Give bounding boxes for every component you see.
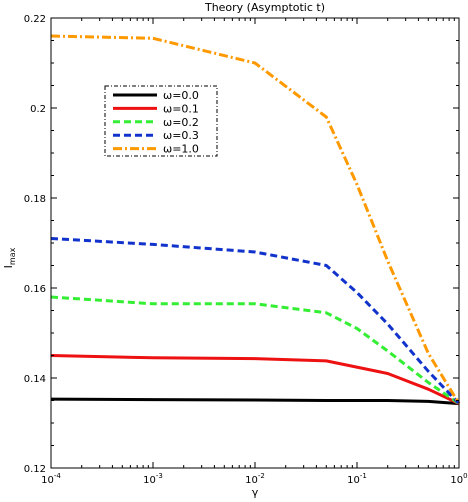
series-line-4 — [50, 34, 461, 405]
axes: 10-4 10-3 10-2 10-1 100 0.12 0.14 0.16 0.18 0.2 0.… — [2, 14, 468, 486]
legend: ω=0.0ω=0.1ω=0.2ω=0.3ω=1.0 — [104, 85, 218, 157]
y-tick-label: 0.2 — [30, 104, 46, 115]
legend-entry: ω=1.0 — [163, 143, 199, 156]
x-tick-label: 100 — [450, 472, 467, 486]
chart-title: Theory (Asymptotic t) — [204, 1, 325, 14]
series-line-0 — [50, 397, 460, 406]
series-line-2 — [50, 295, 460, 405]
plot-area — [50, 34, 461, 406]
x-tick-label: 10-1 — [347, 472, 367, 486]
series-line-3 — [50, 237, 461, 405]
series-line-1 — [50, 354, 460, 405]
legend-entry: ω=0.0 — [163, 89, 199, 102]
y-tick-label: 0.18 — [24, 194, 46, 205]
x-tick-label: 10-2 — [245, 472, 265, 486]
y-tick-label: 0.16 — [24, 284, 46, 295]
y-axis-label: Imax — [2, 247, 17, 268]
legend-box — [104, 85, 218, 157]
legend-entry: ω=0.1 — [163, 102, 199, 115]
y-tick-label: 0.12 — [24, 464, 46, 475]
y-tick-label: 0.22 — [24, 14, 46, 25]
x-tick-label: 10-3 — [143, 472, 163, 486]
y-tick-label: 0.14 — [24, 374, 46, 385]
legend-entry: ω=0.3 — [163, 129, 199, 142]
x-axis-label: γ — [252, 486, 259, 498]
legend-entry: ω=0.2 — [163, 116, 199, 129]
x-tick-label: 10-4 — [41, 472, 61, 486]
